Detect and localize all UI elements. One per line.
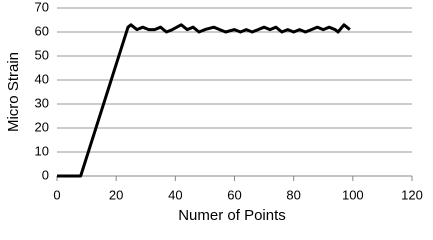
y-tick-label: 70 [35,0,49,14]
x-tick-label: 0 [53,187,60,202]
x-tick-label: 60 [227,187,241,202]
x-tick-label: 120 [401,187,423,202]
data-line [57,23,351,178]
y-tick-label: 30 [35,95,49,110]
x-axis-label: Numer of Points [178,207,286,224]
y-tick-label: 60 [35,23,49,38]
y-tick-label: 0 [42,167,49,182]
y-axis-label: Micro Strain [5,52,22,132]
x-tick-label: 100 [342,187,364,202]
y-tick-label: 50 [35,47,49,62]
x-tick-label: 20 [109,187,123,202]
y-tick-label: 10 [35,143,49,158]
x-tick-label: 80 [286,187,300,202]
y-tick-label: 40 [35,71,49,86]
x-tick-label: 40 [168,187,182,202]
y-tick-label: 20 [35,119,49,134]
chart: Numer of Points Micro Strain 0 10 20 30 40 50… [5,0,423,224]
